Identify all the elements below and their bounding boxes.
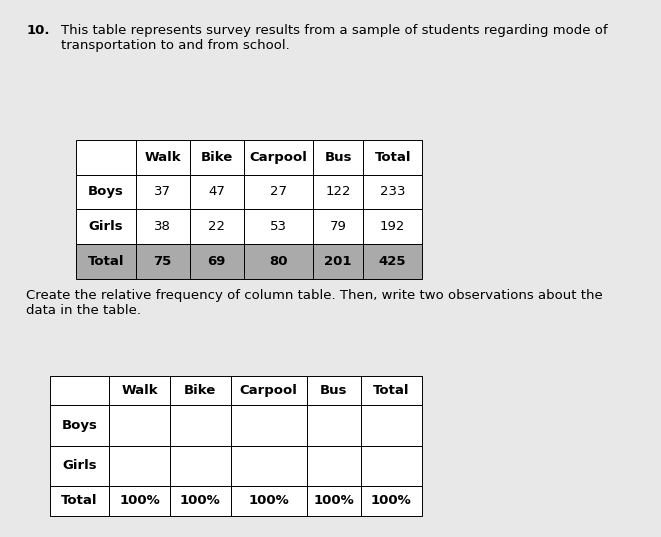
Text: 425: 425 — [379, 255, 407, 268]
Text: Girls: Girls — [89, 220, 123, 234]
Text: 100%: 100% — [180, 494, 221, 507]
Text: 122: 122 — [325, 185, 351, 199]
Text: Bike: Bike — [201, 150, 233, 164]
Text: 38: 38 — [154, 220, 171, 234]
Text: 37: 37 — [154, 185, 171, 199]
Text: 47: 47 — [208, 185, 225, 199]
Text: 80: 80 — [270, 255, 288, 268]
Text: 201: 201 — [325, 255, 352, 268]
Text: Total: Total — [87, 255, 124, 268]
Text: 100%: 100% — [249, 494, 289, 507]
Text: 79: 79 — [330, 220, 346, 234]
Text: 22: 22 — [208, 220, 225, 234]
Text: 100%: 100% — [119, 494, 160, 507]
Text: This table represents survey results from a sample of students regarding mode of: This table represents survey results fro… — [61, 24, 607, 52]
Text: 192: 192 — [380, 220, 405, 234]
Text: Boys: Boys — [61, 419, 97, 432]
Text: Walk: Walk — [144, 150, 181, 164]
Text: Create the relative frequency of column table. Then, write two observations abou: Create the relative frequency of column … — [26, 289, 603, 317]
Text: 75: 75 — [153, 255, 172, 268]
Text: Walk: Walk — [121, 384, 158, 397]
Text: 233: 233 — [380, 185, 405, 199]
Text: 27: 27 — [270, 185, 287, 199]
Text: Girls: Girls — [62, 459, 97, 473]
Text: Bus: Bus — [320, 384, 348, 397]
Text: Carpool: Carpool — [250, 150, 307, 164]
Text: Total: Total — [373, 384, 410, 397]
Text: Carpool: Carpool — [240, 384, 297, 397]
Text: Total: Total — [374, 150, 411, 164]
Text: 53: 53 — [270, 220, 287, 234]
Text: Bus: Bus — [325, 150, 352, 164]
Text: 100%: 100% — [313, 494, 354, 507]
Text: 10.: 10. — [26, 24, 50, 37]
Text: Boys: Boys — [88, 185, 124, 199]
Text: 69: 69 — [208, 255, 226, 268]
Text: Bike: Bike — [184, 384, 216, 397]
Text: 100%: 100% — [371, 494, 412, 507]
Text: Total: Total — [61, 494, 98, 507]
